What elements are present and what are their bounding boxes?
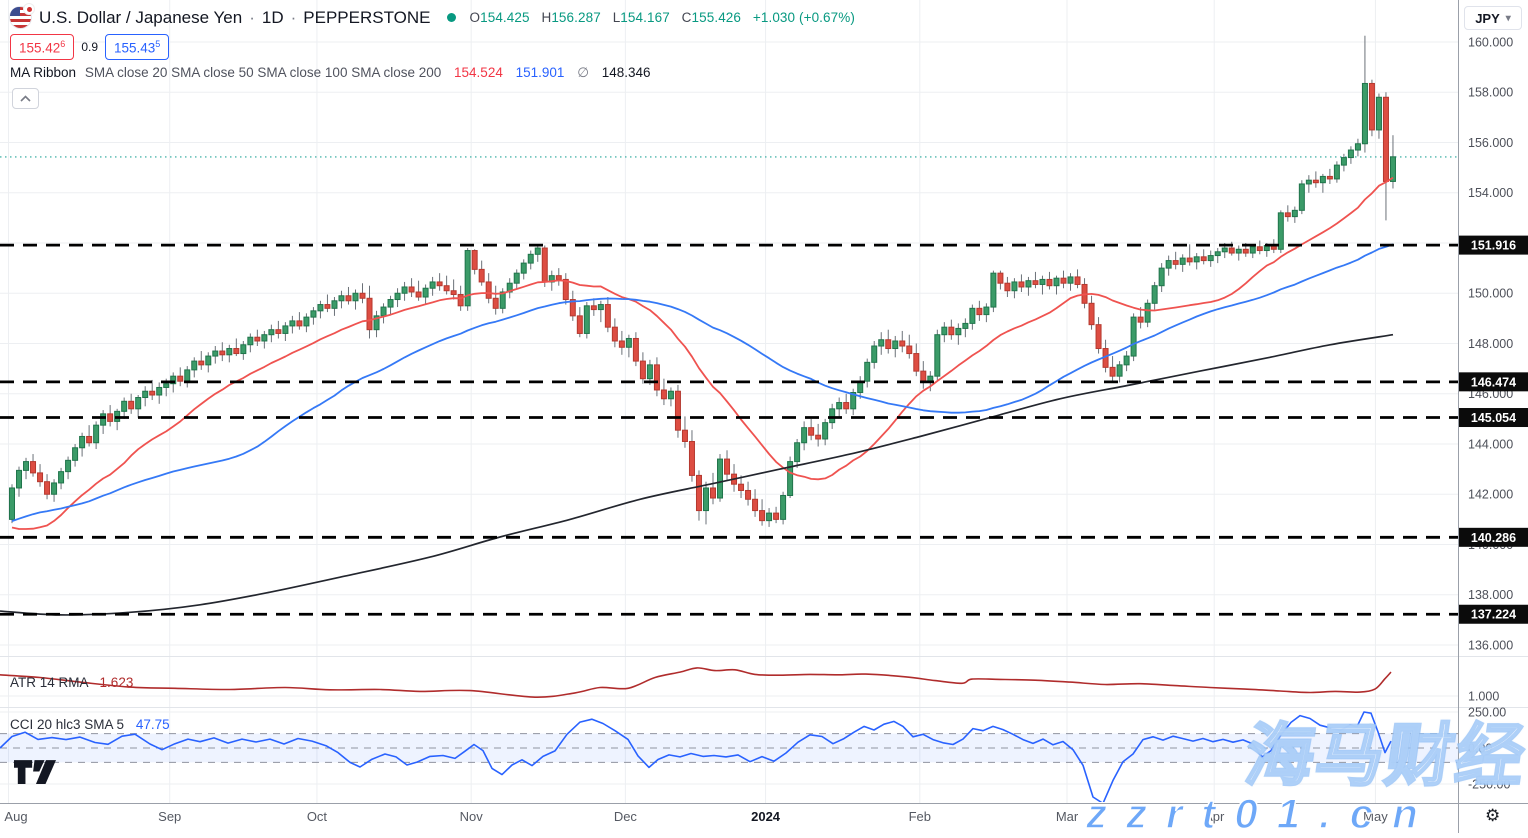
ohlc-readout: O154.425 H156.287 L154.167 C155.426 +1.0…: [470, 10, 855, 25]
high-value: 156.287: [551, 10, 601, 25]
price-tick-label: 154.000: [1468, 186, 1513, 200]
interval-label[interactable]: 1D: [261, 7, 284, 27]
sr-price-label: 151.916: [1459, 235, 1528, 255]
close-label: C: [681, 10, 692, 25]
svg-text:151.916: 151.916: [1471, 239, 1516, 253]
close-value: 155.426: [691, 10, 742, 25]
currency-unit-button[interactable]: JPY ▾: [1464, 6, 1522, 30]
cci-tick-label: 0.00: [1468, 741, 1492, 755]
atr-line: [0, 667, 1392, 699]
svg-text:145.054: 145.054: [1471, 411, 1516, 425]
sr-price-label: 145.054: [1459, 408, 1528, 428]
candle-wicks: [11, 35, 1394, 527]
time-tick-label: Dec: [614, 809, 638, 824]
time-axis[interactable]: Aug Sep Oct Nov Dec 2024 Feb Mar Apr May: [4, 809, 1388, 824]
chevron-up-icon: [20, 95, 31, 102]
time-tick-label: May: [1363, 809, 1388, 824]
cci-pane: [0, 711, 1458, 802]
price-tick-label: 142.000: [1468, 488, 1513, 502]
svg-text:140.286: 140.286: [1471, 531, 1516, 545]
time-tick-label: Aug: [4, 809, 27, 824]
high-label: H: [541, 10, 552, 25]
time-tick-label: Oct: [307, 809, 328, 824]
price-tick-label: 136.000: [1468, 638, 1513, 652]
time-tick-label: Nov: [460, 809, 484, 824]
chevron-down-icon: ▾: [1505, 12, 1511, 24]
spread-value: 0.9: [81, 39, 98, 54]
price-tick-label: 150.000: [1468, 287, 1513, 301]
cci-tick-label: -250.00: [1468, 777, 1510, 791]
price-tick-label: 160.000: [1468, 35, 1513, 49]
price-tick-label: 156.000: [1468, 136, 1513, 150]
ma-ribbon-params: SMA close 20 SMA close 50 SMA close 100 …: [84, 65, 442, 80]
candle-bodies: [9, 82, 1396, 522]
ma200-value: 148.346: [601, 65, 651, 80]
cci-tick-label: 250.00: [1468, 705, 1506, 719]
atr-pane: [0, 667, 1392, 699]
open-value: 154.425: [480, 10, 530, 25]
cci-value: 47.75: [135, 717, 170, 732]
low-label: L: [612, 10, 621, 25]
separator-dot: ·: [290, 7, 297, 27]
atr-tick-label: 1.000: [1468, 689, 1499, 703]
price-tick-label: 138.000: [1468, 588, 1513, 602]
sr-price-label: 140.286: [1459, 527, 1528, 547]
sma200-line: [0, 333, 1394, 616]
watermark-domain: zzrt01.cn: [1085, 789, 1437, 838]
sr-price-label: 146.474: [1459, 372, 1528, 392]
sr-levels: [0, 243, 1458, 616]
watermark-cjk: 海马财经: [1239, 717, 1528, 796]
usdjpy-flag-icon: [10, 4, 34, 28]
separator-dot: ·: [249, 7, 255, 27]
sell-price-button[interactable]: 155.426: [10, 34, 75, 60]
price-tick-label: 158.000: [1468, 86, 1513, 100]
sr-price-label: 137.224: [1459, 604, 1528, 624]
cci-title[interactable]: CCI 20 hlc3 SMA 5: [10, 717, 125, 732]
tradingview-logo[interactable]: [14, 760, 56, 790]
axis-settings-gear-icon[interactable]: ⚙: [1485, 806, 1501, 826]
time-tick-label: Sep: [158, 809, 181, 824]
buy-price-button[interactable]: 155.435: [105, 34, 170, 60]
ma-ribbon-legend[interactable]: MA Ribbon SMA close 20 SMA close 50 SMA …: [10, 65, 651, 81]
open-label: O: [469, 10, 481, 25]
change-value: +1.030 (+0.67%): [752, 10, 855, 25]
ma20-value: 154.524: [454, 65, 503, 80]
low-value: 154.167: [620, 10, 670, 25]
market-open-dot-icon[interactable]: [446, 13, 456, 22]
sma50-line: [11, 243, 1394, 522]
time-tick-label: 2024: [751, 809, 781, 824]
atr-title[interactable]: ATR 14 RMA: [10, 675, 88, 690]
grid: [0, 0, 1458, 803]
symbol-title[interactable]: U.S. Dollar / Japanese Yen: [39, 7, 243, 27]
price-axis[interactable]: 136.000138.000140.000142.000144.000146.0…: [1459, 35, 1528, 791]
symbol-header: U.S. Dollar / Japanese Yen · 1D · PEPPER…: [10, 4, 855, 28]
price-tick-label: 144.000: [1468, 437, 1513, 451]
exchange-label[interactable]: PEPPERSTONE: [303, 7, 431, 27]
svg-text:146.474: 146.474: [1471, 375, 1516, 389]
svg-text:137.224: 137.224: [1471, 608, 1516, 622]
ma100-value: ∅: [577, 65, 589, 80]
tradingview-logo-icon: [14, 760, 56, 784]
atr-legend[interactable]: ATR 14 RMA 1.623: [10, 675, 133, 690]
cci-line: [0, 711, 1392, 802]
cci-legend[interactable]: CCI 20 hlc3 SMA 5 47.75: [10, 717, 170, 732]
time-tick-label: Apr: [1204, 809, 1225, 824]
time-tick-label: Mar: [1056, 809, 1079, 824]
sma20-line: [11, 176, 1394, 530]
atr-value: 1.623: [99, 675, 134, 690]
time-tick-label: Feb: [909, 809, 931, 824]
collapse-legend-button[interactable]: [12, 88, 39, 109]
bid-ask-row: 155.426 0.9 155.435: [10, 34, 170, 60]
ma-ribbon-title[interactable]: MA Ribbon: [10, 65, 77, 80]
price-tick-label: 148.000: [1468, 337, 1513, 351]
ma50-value: 151.901: [515, 65, 565, 80]
